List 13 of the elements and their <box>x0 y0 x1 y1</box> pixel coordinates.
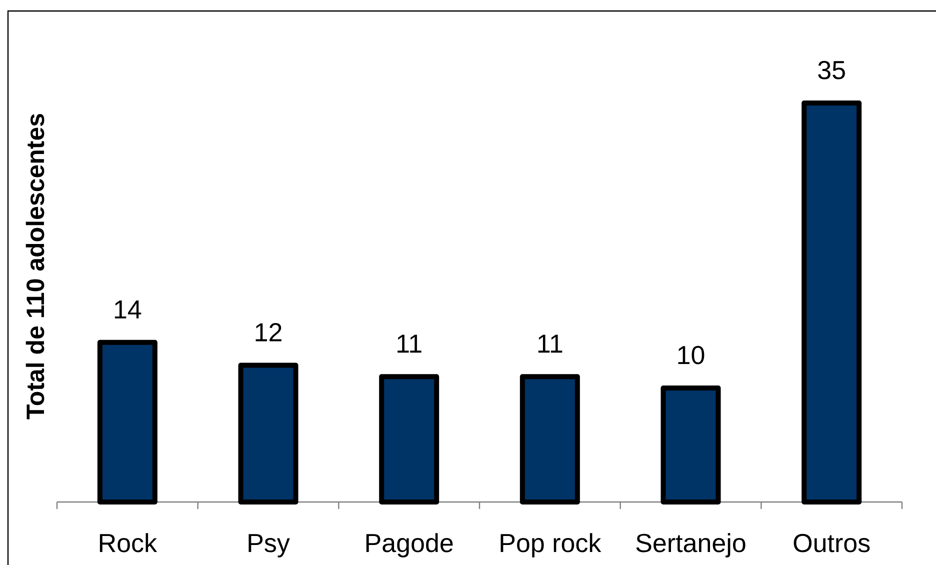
x-tick-label: Outros <box>794 534 870 552</box>
x-tick-label: Pop rock <box>500 533 602 558</box>
x-tick-label: Pagode <box>366 533 453 558</box>
x-tick-label: Psy <box>248 534 290 558</box>
data-label: 10 <box>678 346 704 364</box>
data-label: 35 <box>818 60 845 80</box>
y-axis-title: Total de 110 adolescentes <box>26 114 44 420</box>
x-tick-label: Sertanejo <box>636 533 746 558</box>
data-label: 11 <box>538 334 562 353</box>
x-tick-label: Rock <box>100 533 158 552</box>
data-label: 12 <box>256 323 282 342</box>
data-label: 11 <box>398 334 422 353</box>
data-label: 14 <box>114 300 142 318</box>
